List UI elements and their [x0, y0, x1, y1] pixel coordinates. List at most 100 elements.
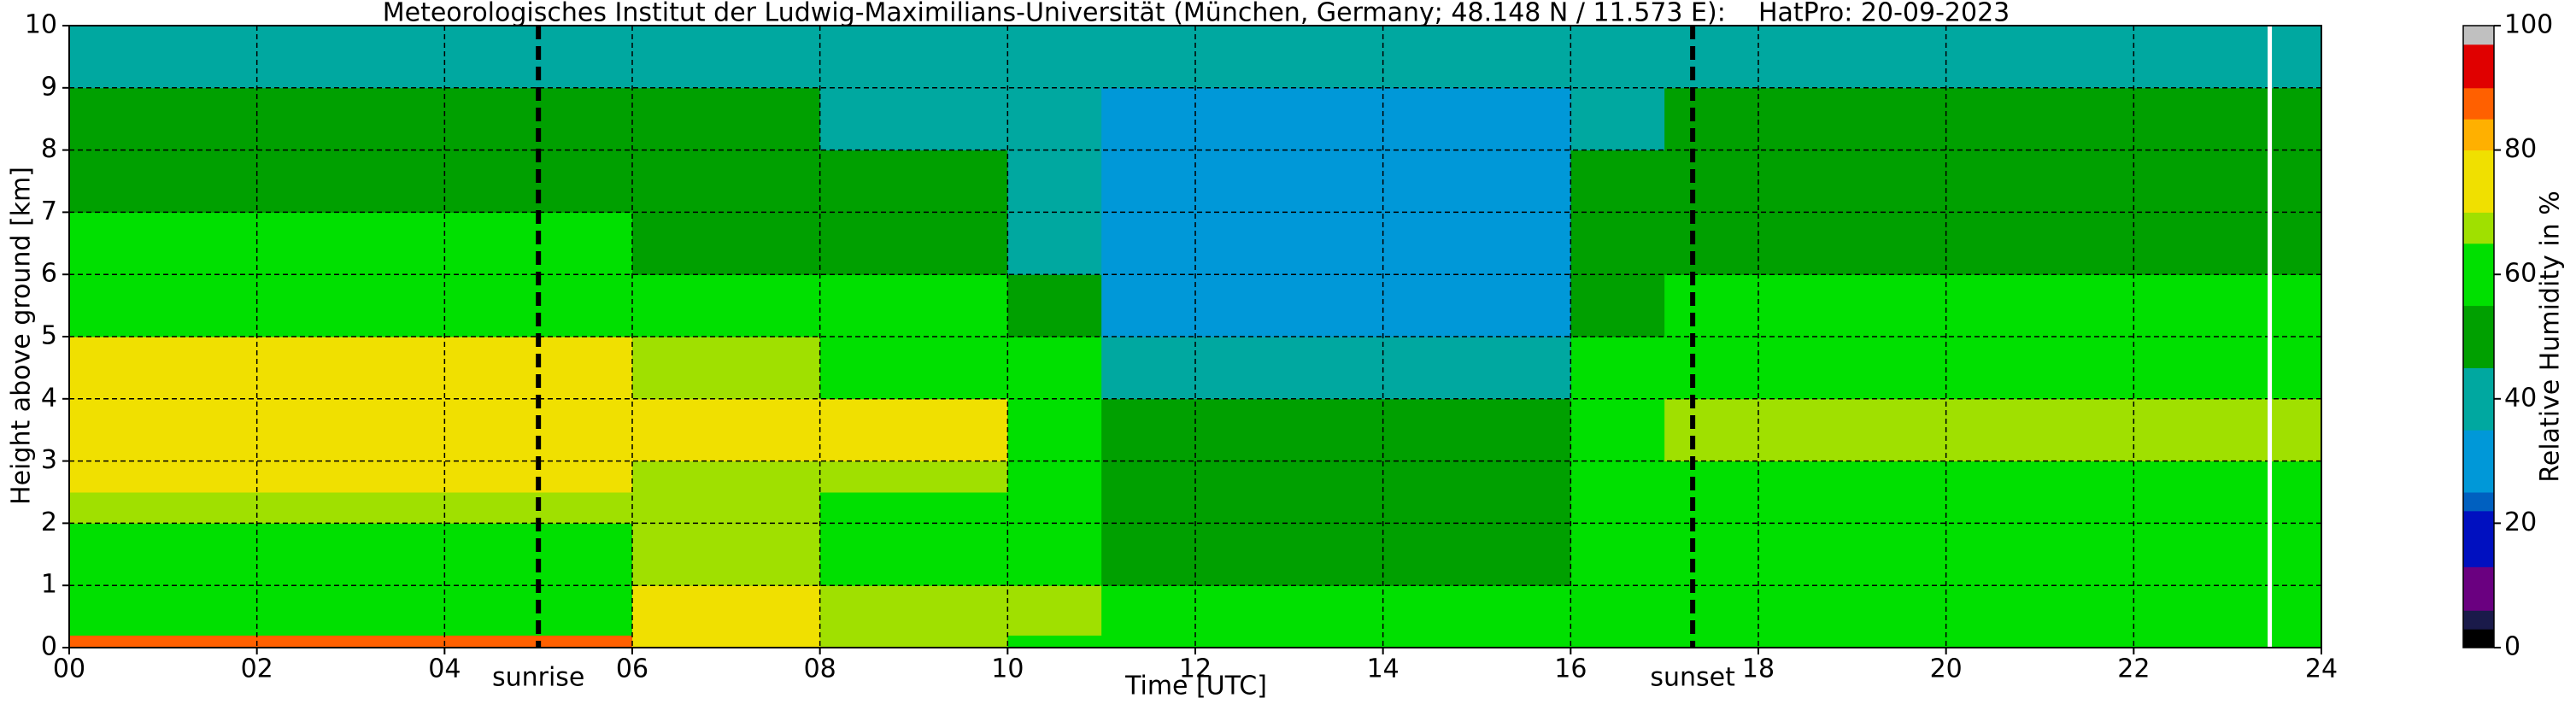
heatmap-cell	[2227, 492, 2322, 524]
heatmap-cell	[1007, 585, 1102, 636]
heatmap-cell	[1476, 274, 1571, 337]
heatmap-cell	[913, 398, 1008, 462]
heatmap-cell	[1288, 461, 1384, 493]
heatmap-cell	[1382, 26, 1477, 89]
colorbar-segment	[2463, 305, 2494, 368]
heatmap-cell	[444, 212, 539, 275]
heatmap-cell	[1664, 337, 1759, 400]
heatmap-cell	[1570, 492, 1665, 524]
heatmap-cell	[1570, 523, 1665, 586]
heatmap-cell	[1101, 150, 1196, 213]
heatmap-cell	[2227, 398, 2322, 462]
heatmap-cell	[2039, 26, 2134, 89]
heatmap-cell	[1570, 87, 1665, 151]
x-tick-label: 18	[1742, 654, 1775, 684]
heatmap-cell	[350, 337, 445, 400]
heatmap-cell	[256, 87, 351, 151]
heatmap-cell	[1945, 635, 2040, 648]
heatmap-cell	[2133, 26, 2228, 89]
heatmap-cell	[538, 150, 633, 213]
y-tick-label: 1	[41, 570, 57, 600]
heatmap-cell	[632, 150, 727, 213]
heatmap-cell	[632, 635, 727, 648]
heatmap-cell	[1945, 212, 2040, 275]
heatmap-cell	[1476, 523, 1571, 586]
heatmap-cell	[444, 150, 539, 213]
heatmap-cell	[444, 585, 539, 636]
heatmap-cell	[538, 87, 633, 151]
heatmap-cell	[2227, 461, 2322, 493]
y-axis-label: Height above ground [km]	[7, 167, 37, 505]
heatmap-cell	[2039, 585, 2134, 636]
heatmap-cell	[444, 635, 539, 648]
heatmap-cell	[1101, 274, 1196, 337]
heatmap-cell	[162, 150, 258, 213]
heatmap-cell	[2133, 635, 2228, 648]
heatmap-cell	[1007, 274, 1102, 337]
heatmap-cell	[2039, 212, 2134, 275]
heatmap-cell	[725, 523, 821, 586]
heatmap-cell	[1007, 461, 1102, 493]
colorbar-segment	[2463, 566, 2494, 611]
heatmap-cell	[69, 26, 164, 89]
heatmap-cell	[1382, 87, 1477, 151]
heatmap-cell	[1288, 337, 1384, 400]
heatmap-cell	[1288, 523, 1384, 586]
heatmap-cell	[350, 398, 445, 462]
heatmap-cell	[256, 337, 351, 400]
heatmap-cell	[162, 212, 258, 275]
colorbar-segment	[2463, 212, 2494, 244]
heatmap-cell	[2133, 274, 2228, 337]
x-tick-label: 20	[1930, 654, 1963, 684]
heatmap-cell	[256, 26, 351, 89]
heatmap-cell	[913, 274, 1008, 337]
y-tick-label: 5	[41, 321, 57, 351]
heatmap-cell	[1851, 150, 1947, 213]
heatmap-cell	[1945, 585, 2040, 636]
heatmap-cell	[2133, 212, 2228, 275]
x-tick-label: 04	[428, 654, 461, 684]
heatmap-cell	[1851, 398, 1947, 462]
heatmap-cell	[256, 461, 351, 493]
heatmap-cell	[1476, 87, 1571, 151]
heatmap-cell	[1195, 87, 1290, 151]
heatmap-cell	[256, 523, 351, 586]
heatmap-cell	[256, 492, 351, 524]
heatmap-cell	[725, 150, 821, 213]
heatmap-cell	[1195, 585, 1290, 636]
heatmap-cell	[1851, 274, 1947, 337]
heatmap-cell	[162, 87, 258, 151]
heatmap-cell	[162, 492, 258, 524]
heatmap-cell	[1382, 150, 1477, 213]
heatmap-cell	[2227, 585, 2322, 636]
heatmap-cell	[1570, 635, 1665, 648]
heatmap-cell	[2227, 635, 2322, 648]
chart-title: Meteorologisches Institut der Ludwig-Max…	[383, 0, 2010, 28]
heatmap-cell	[819, 523, 914, 586]
heatmap-cell	[1007, 337, 1102, 400]
heatmap-cell	[1758, 87, 1853, 151]
heatmap-cell	[913, 212, 1008, 275]
colorbar-segment	[2463, 629, 2494, 648]
heatmap-cell	[2039, 398, 2134, 462]
heatmap-cell	[2039, 461, 2134, 493]
heatmap-cell	[1382, 461, 1477, 493]
heatmap-cell	[1851, 461, 1947, 493]
heatmap-cell	[350, 585, 445, 636]
heatmap-cell	[1382, 274, 1477, 337]
heatmap-cell	[1664, 492, 1759, 524]
heatmap-cell	[2039, 523, 2134, 586]
heatmap-cell	[1851, 492, 1947, 524]
heatmap-cell	[1288, 492, 1384, 524]
heatmap-cell	[69, 461, 164, 493]
heatmap-cell	[1570, 461, 1665, 493]
heatmap-cell	[819, 87, 914, 151]
colorbar-segment	[2463, 243, 2494, 307]
heatmap-cell	[1664, 398, 1759, 462]
heatmap-cell	[1664, 26, 1759, 89]
heatmap-cell	[1007, 523, 1102, 586]
x-tick-label: 02	[241, 654, 273, 684]
heatmap-cell	[256, 635, 351, 648]
heatmap-cell	[632, 585, 727, 636]
heatmap-cell	[1476, 461, 1571, 493]
